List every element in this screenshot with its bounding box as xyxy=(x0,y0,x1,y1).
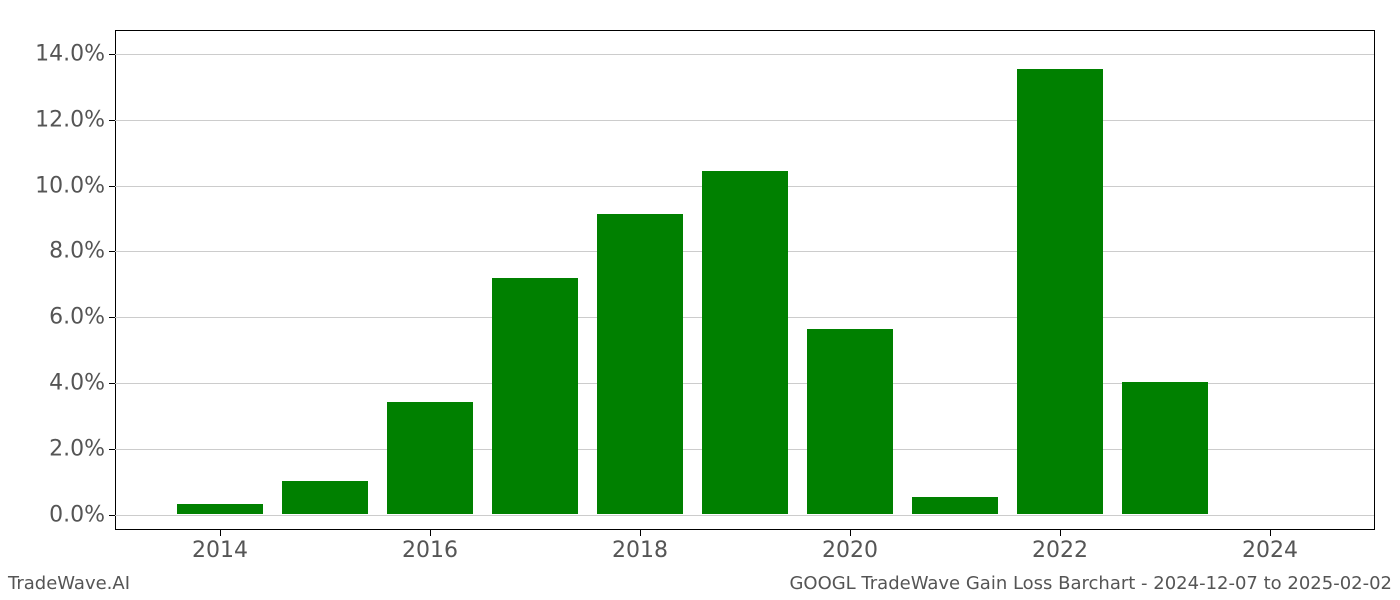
y-axis-line xyxy=(115,31,116,530)
x-tick-label: 2014 xyxy=(192,530,248,563)
y-tick-label: 0.0% xyxy=(49,502,115,527)
y-gridline xyxy=(115,120,1374,121)
x-tick-label: 2016 xyxy=(402,530,458,563)
chart-container: 0.0% 2.0% 4.0% 6.0% 8.0% 10.0% 12.0% 14.0% 2014 2… xyxy=(0,0,1400,600)
x-tick-label: 2022 xyxy=(1032,530,1088,563)
x-axis-line xyxy=(115,529,1374,530)
y-tick-label: 2.0% xyxy=(49,436,115,461)
y-tick-label: 6.0% xyxy=(49,305,115,330)
y-tick-label: 10.0% xyxy=(35,173,115,198)
x-tick-label: 2024 xyxy=(1242,530,1298,563)
plot-area: 0.0%2.0%4.0%6.0%8.0%10.0%12.0%14.0%20142… xyxy=(115,30,1375,530)
y-tick-label: 12.0% xyxy=(35,107,115,132)
bar xyxy=(1017,69,1103,513)
x-tick-label: 2020 xyxy=(822,530,878,563)
y-tick-label: 8.0% xyxy=(49,239,115,264)
footer-right-text: GOOGL TradeWave Gain Loss Barchart - 202… xyxy=(789,573,1392,594)
x-tick-label: 2018 xyxy=(612,530,668,563)
bar xyxy=(807,329,893,513)
bar xyxy=(282,481,368,514)
bar xyxy=(387,402,473,514)
bar xyxy=(492,278,578,513)
y-tick-label: 14.0% xyxy=(35,42,115,67)
bar xyxy=(177,504,263,514)
y-gridline xyxy=(115,54,1374,55)
y-gridline xyxy=(115,515,1374,516)
footer-left-text: TradeWave.AI xyxy=(8,573,130,594)
bar xyxy=(912,497,998,513)
y-tick-label: 4.0% xyxy=(49,370,115,395)
bar xyxy=(597,214,683,513)
bar xyxy=(702,171,788,513)
bar xyxy=(1122,382,1208,514)
